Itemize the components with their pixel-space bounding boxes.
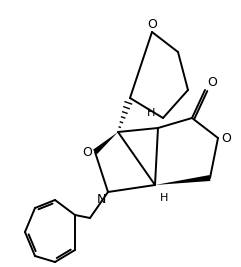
Text: H: H: [160, 193, 168, 203]
Text: O: O: [207, 76, 217, 89]
Polygon shape: [155, 175, 210, 185]
Text: O: O: [147, 18, 157, 31]
Text: O: O: [221, 132, 231, 144]
Text: H: H: [147, 108, 155, 118]
Text: N: N: [97, 193, 106, 206]
Text: O: O: [82, 146, 92, 159]
Polygon shape: [93, 132, 118, 154]
